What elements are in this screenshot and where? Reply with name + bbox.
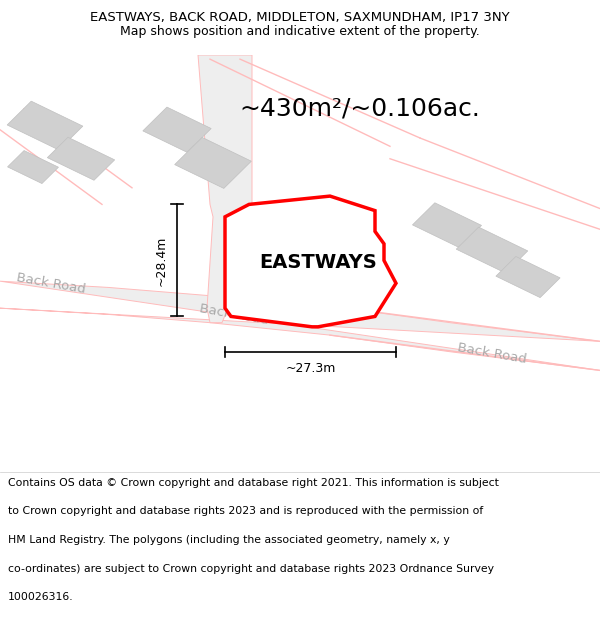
Text: HM Land Registry. The polygons (including the associated geometry, namely x, y: HM Land Registry. The polygons (includin… xyxy=(8,535,449,545)
Text: Contains OS data © Crown copyright and database right 2021. This information is : Contains OS data © Crown copyright and d… xyxy=(8,478,499,488)
Text: to Crown copyright and database rights 2023 and is reproduced with the permissio: to Crown copyright and database rights 2… xyxy=(8,506,483,516)
Text: ~27.3m: ~27.3m xyxy=(286,362,335,375)
Polygon shape xyxy=(175,138,251,188)
Text: Back Road: Back Road xyxy=(16,271,86,296)
Text: EASTWAYS, BACK ROAD, MIDDLETON, SAXMUNDHAM, IP17 3NY: EASTWAYS, BACK ROAD, MIDDLETON, SAXMUNDH… xyxy=(90,11,510,24)
Text: Map shows position and indicative extent of the property.: Map shows position and indicative extent… xyxy=(120,26,480,39)
Text: ~28.4m: ~28.4m xyxy=(154,235,167,286)
Polygon shape xyxy=(496,256,560,298)
Text: ~430m²/~0.106ac.: ~430m²/~0.106ac. xyxy=(239,97,481,121)
Polygon shape xyxy=(0,281,600,371)
Text: co-ordinates) are subject to Crown copyright and database rights 2023 Ordnance S: co-ordinates) are subject to Crown copyr… xyxy=(8,564,494,574)
Polygon shape xyxy=(8,151,58,184)
Text: EASTWAYS: EASTWAYS xyxy=(259,253,377,272)
Polygon shape xyxy=(225,196,396,327)
Text: 100026316.: 100026316. xyxy=(8,592,73,602)
Text: Back Road: Back Road xyxy=(199,302,269,327)
Polygon shape xyxy=(456,227,528,273)
Text: Back Road: Back Road xyxy=(457,341,527,366)
Polygon shape xyxy=(247,205,353,282)
Polygon shape xyxy=(412,202,482,248)
Polygon shape xyxy=(143,107,211,152)
Polygon shape xyxy=(7,101,83,150)
Polygon shape xyxy=(47,138,115,180)
Polygon shape xyxy=(198,55,252,323)
